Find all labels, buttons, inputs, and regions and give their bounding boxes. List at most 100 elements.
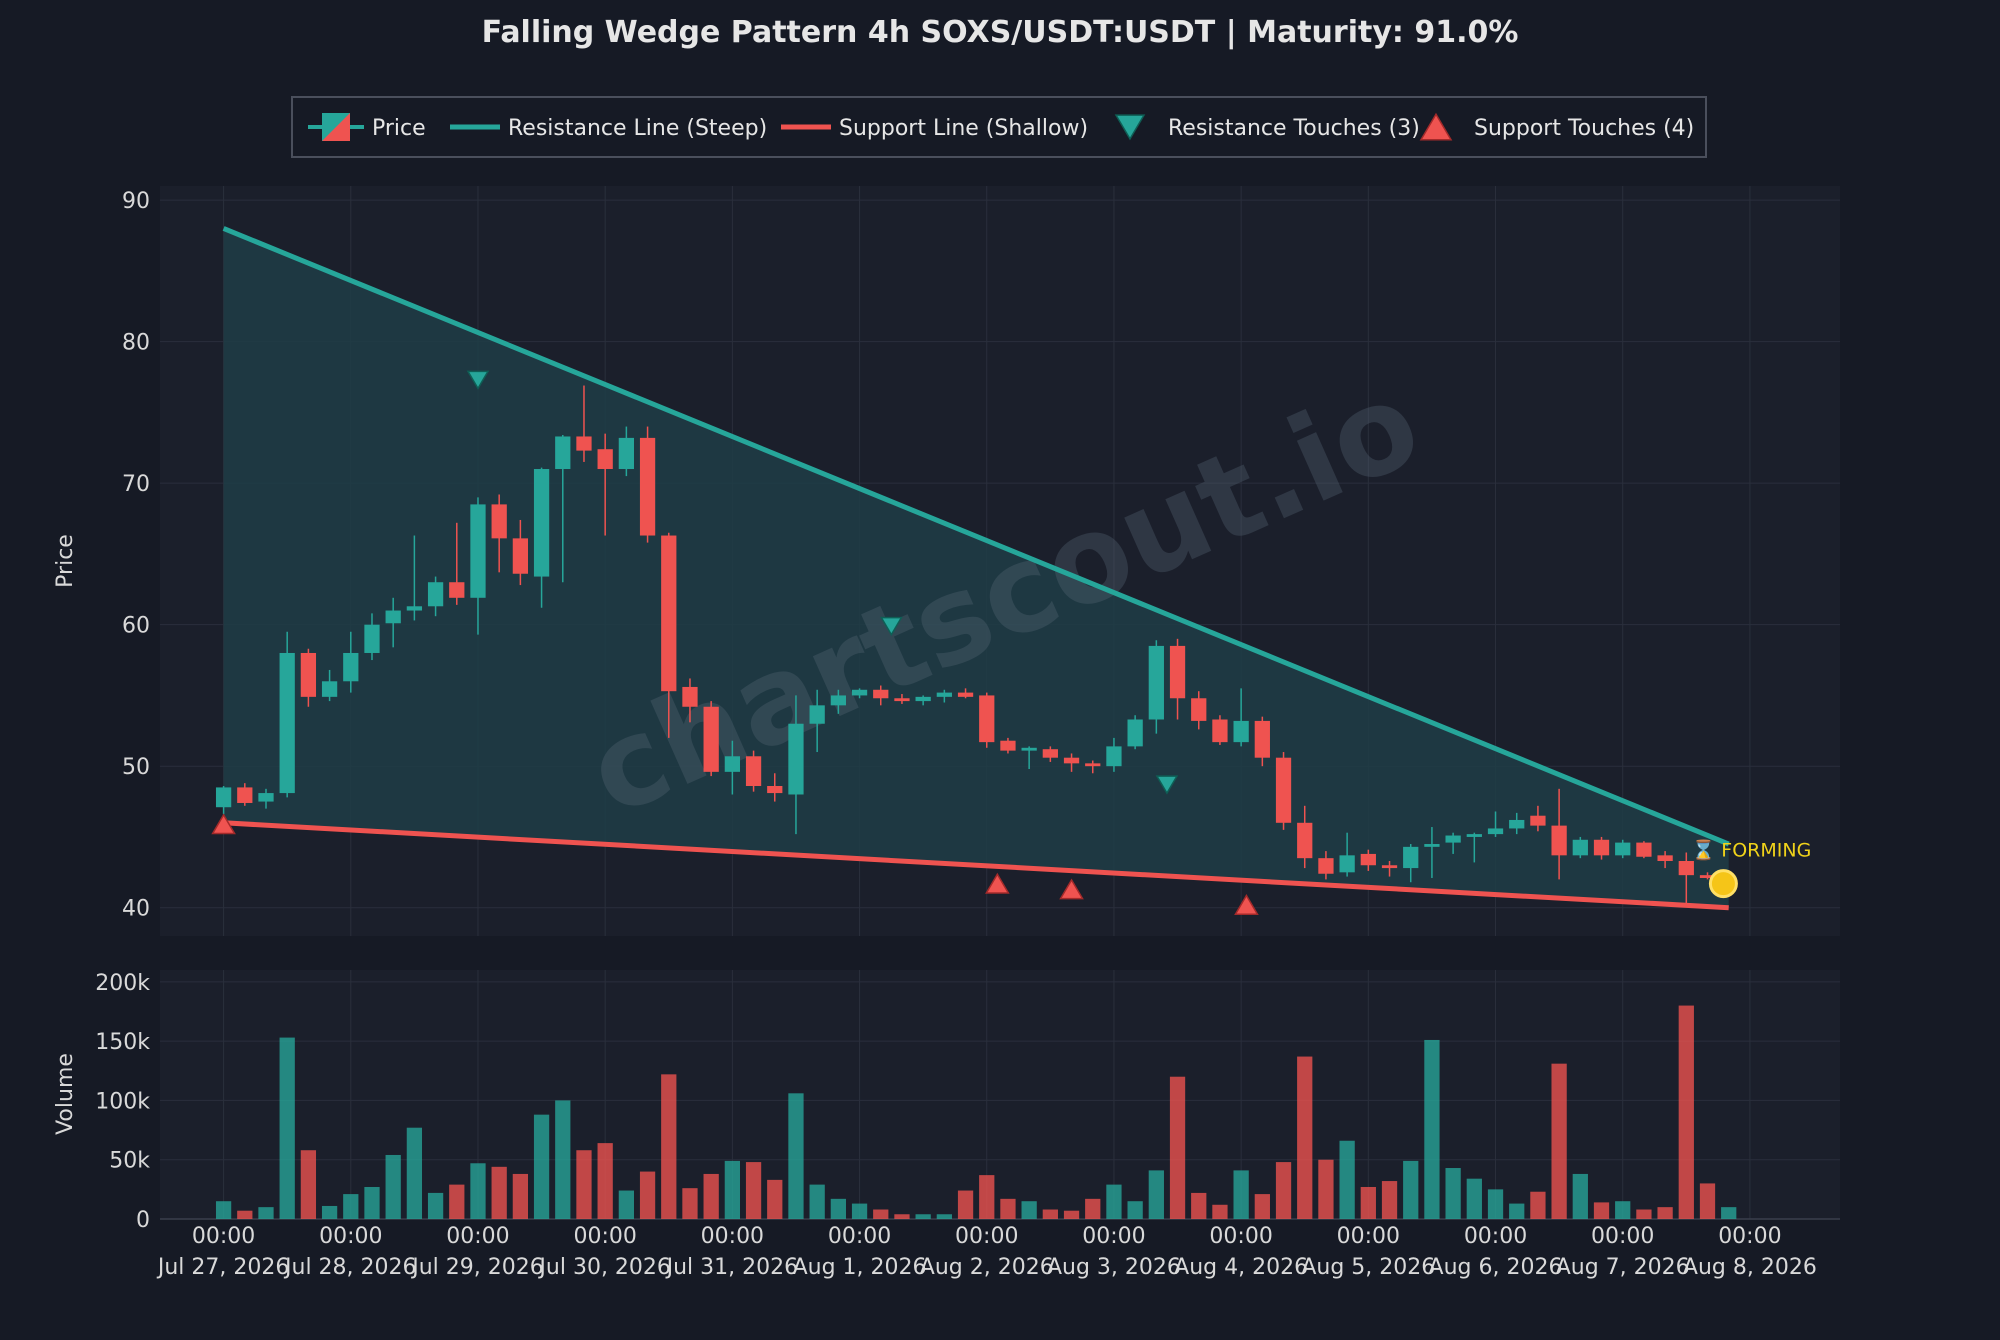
legend-price-icon-down <box>322 113 350 141</box>
volume-bar <box>894 1214 910 1219</box>
legend-support-label: Support Line (Shallow) <box>839 116 1088 141</box>
volume-bar <box>576 1150 592 1219</box>
candle-body <box>1551 825 1567 856</box>
x-tick-date-label: Aug 8, 2026 <box>1683 1255 1817 1280</box>
candle-body <box>936 692 952 697</box>
candle-body <box>512 538 529 574</box>
legend-resistance-touch-icon <box>1114 114 1146 141</box>
volume-bar <box>1042 1209 1058 1219</box>
x-tick-time-label: 00:00 <box>1464 1224 1527 1249</box>
volume-bar <box>873 1209 889 1219</box>
x-tick-date-label: Aug 3, 2026 <box>1047 1255 1181 1280</box>
legend-resistance-touch-label: Resistance Touches (3) <box>1168 116 1420 141</box>
support-touch-marker <box>1234 894 1259 915</box>
volume-bar <box>512 1173 529 1219</box>
x-tick-time-label: 00:00 <box>319 1224 382 1249</box>
candle-body <box>957 692 974 697</box>
volume-bar <box>767 1179 783 1219</box>
volume-bar <box>237 1210 253 1219</box>
volume-bar <box>809 1184 825 1219</box>
volume-bar <box>915 1214 931 1219</box>
candle-body <box>1424 844 1440 847</box>
candle-body <box>618 437 635 470</box>
volume-tick-label: 150k <box>95 1030 150 1055</box>
candle-body <box>1127 719 1143 747</box>
volume-bar <box>703 1173 719 1219</box>
volume-bar <box>1360 1186 1376 1219</box>
candle-body <box>1593 839 1610 856</box>
candle-body <box>851 689 868 696</box>
candle-body <box>1000 740 1016 751</box>
candle-body <box>1360 853 1376 866</box>
volume-bar <box>1212 1204 1228 1219</box>
volume-bar <box>851 1203 868 1219</box>
candle-body <box>449 582 465 598</box>
current-price-marker <box>1708 869 1738 899</box>
candle-body <box>237 787 253 803</box>
candle-body <box>1657 855 1673 861</box>
volume-bar <box>724 1160 740 1219</box>
volume-bar <box>1254 1194 1270 1219</box>
volume-bar <box>957 1190 974 1219</box>
x-tick-time-label: 00:00 <box>701 1224 764 1249</box>
volume-bar <box>1466 1178 1482 1219</box>
x-tick-date-label: Jul 27, 2026 <box>156 1255 290 1280</box>
legend-support-touch-icon <box>1419 112 1453 141</box>
candle-body <box>1339 855 1355 873</box>
volume-bar <box>1636 1209 1652 1219</box>
volume-bar <box>385 1154 401 1219</box>
candle-body <box>1318 858 1334 874</box>
chart-title: Falling Wedge Pattern 4h SOXS/USDT:USDT … <box>482 15 1519 50</box>
volume-bar <box>1085 1198 1101 1219</box>
candle-body <box>343 652 359 682</box>
volume-bar <box>1487 1189 1504 1219</box>
candle-body <box>1530 815 1546 826</box>
x-tick-time-label: 00:00 <box>446 1224 509 1249</box>
resistance-touch-marker <box>466 370 490 390</box>
x-tick-date-label: Jul 31, 2026 <box>665 1255 799 1280</box>
candle-body <box>979 695 995 743</box>
candle-body <box>1615 842 1631 856</box>
wedge-fill-area <box>223 228 1729 908</box>
volume-bar <box>491 1166 507 1219</box>
candle-body <box>533 469 550 577</box>
candle-body <box>1466 834 1482 837</box>
legend-frame <box>291 96 1707 158</box>
volume-bar <box>1318 1159 1334 1219</box>
volume-bar <box>1275 1162 1292 1219</box>
volume-bar <box>1297 1056 1313 1219</box>
candle-body <box>491 504 507 539</box>
volume-bar <box>1191 1192 1207 1219</box>
candle-body <box>385 610 401 624</box>
resistance-line <box>222 226 1730 847</box>
volume-bar <box>215 1201 232 1219</box>
candle-body <box>1169 645 1186 699</box>
volume-bar <box>1721 1207 1737 1219</box>
volume-bar <box>1424 1039 1440 1219</box>
candle-body <box>703 706 719 772</box>
candle-body <box>1381 865 1398 869</box>
volume-bar <box>936 1214 952 1219</box>
x-tick-time-label: 00:00 <box>955 1224 1018 1249</box>
x-tick-time-label: 00:00 <box>1209 1224 1272 1249</box>
volume-bar <box>1445 1168 1461 1219</box>
candle-body <box>724 756 740 772</box>
x-tick-date-label: Aug 2, 2026 <box>920 1255 1054 1280</box>
resistance-touch-marker <box>1155 775 1179 795</box>
volume-bar <box>1551 1063 1567 1219</box>
forming-status-label: ⌛ FORMING <box>1692 839 1812 862</box>
x-tick-date-label: Jul 29, 2026 <box>410 1255 544 1280</box>
volume-bar <box>279 1037 295 1219</box>
candle-body <box>767 786 783 794</box>
resistance-touch-marker <box>880 616 903 637</box>
candle-body <box>555 436 571 470</box>
candle-body <box>215 787 232 808</box>
volume-bar <box>618 1190 635 1219</box>
candle-body <box>597 449 613 470</box>
volume-tick-label: 100k <box>95 1089 150 1114</box>
volume-bar <box>300 1150 317 1219</box>
legend: Price Resistance Line (Steep) Support Line… <box>291 96 1707 158</box>
volume-bar <box>1148 1170 1164 1219</box>
candle-body <box>1636 842 1652 857</box>
